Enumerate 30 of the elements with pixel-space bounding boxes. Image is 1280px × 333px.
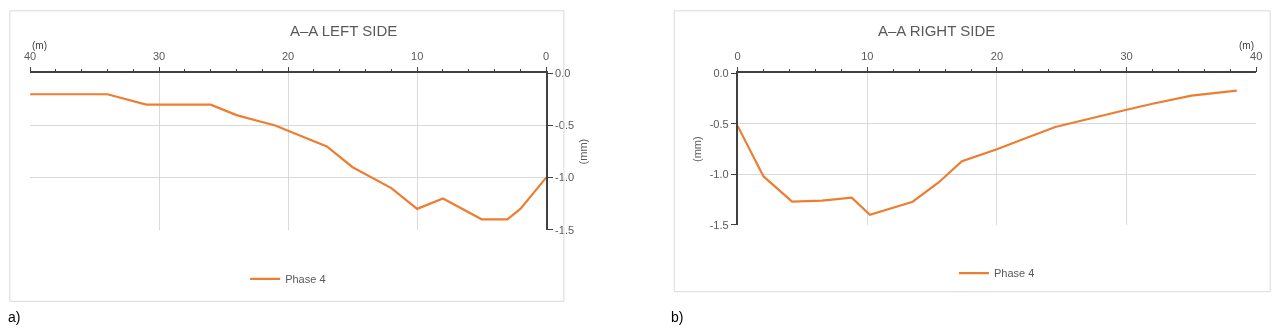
y-tick-label: 0.0 [555,67,571,80]
x-tick-label: 30 [152,50,166,63]
x-tick-label: 0 [543,50,550,63]
x-tick-label: 10 [411,50,424,63]
y-tick-label: -1.5 [709,218,729,231]
y-axis-title: (mm) [690,136,703,162]
text: a) [8,309,21,325]
x-tick-label: 20 [990,50,1004,63]
chart-title: A–A RIGHT SIDE [878,22,996,39]
x-tick-label: 10 [861,50,874,63]
y-tick-label: -1.5 [555,223,575,236]
chart-title: A–A LEFT SIDE [290,22,398,39]
x-axis-title: (m) [32,40,47,51]
legend-label: Phase 4 [285,273,326,286]
line-series [737,89,1238,216]
x-tick-label: 40 [23,50,37,63]
y-tick-label: -0.5 [709,117,729,130]
y-tick-label: -1.0 [709,168,729,181]
y-tick-label: -1.0 [555,171,575,184]
x-tick-label: 40 [1250,50,1263,63]
text: b) [671,309,684,325]
x-tick-label: 20 [282,50,295,63]
y-axis-title: (mm) [576,138,589,165]
legend-label: Phase 4 [993,267,1035,280]
x-axis-title: (m) [1239,40,1254,51]
line-series [30,93,547,221]
x-tick-label: 0 [734,50,741,63]
x-tick-label: 30 [1120,50,1133,63]
y-tick-label: -0.5 [555,119,575,132]
y-tick-label: 0.0 [713,67,729,80]
